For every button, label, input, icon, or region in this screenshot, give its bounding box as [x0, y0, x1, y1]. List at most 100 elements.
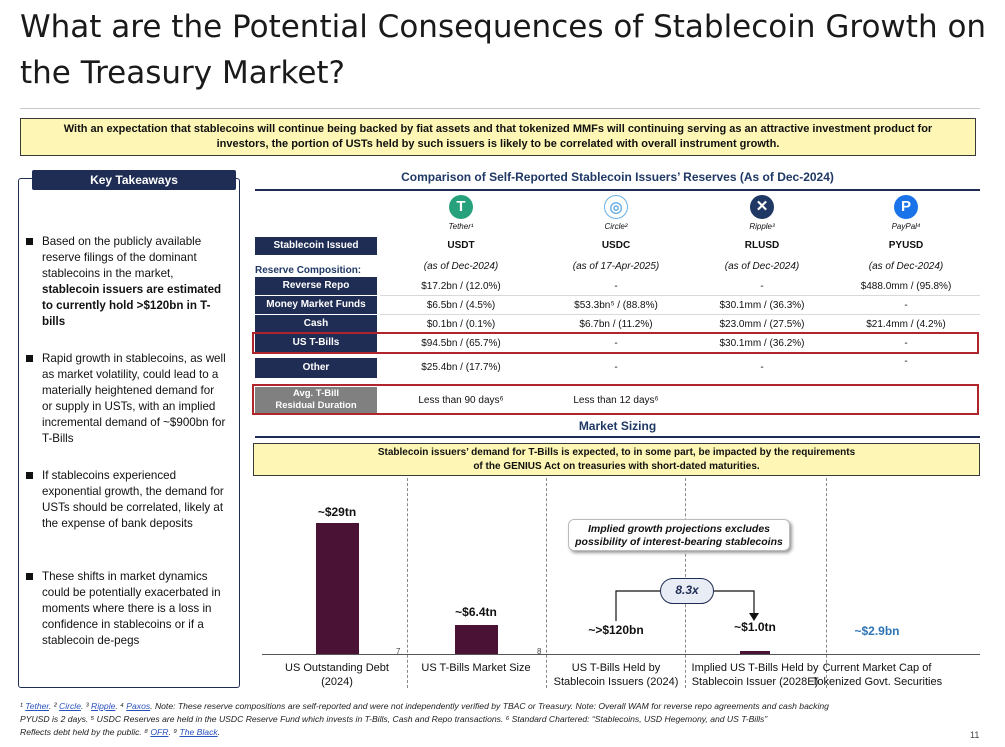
- issuer-ripple: Ripple³: [749, 222, 775, 231]
- x-label-line: (2024): [321, 676, 353, 688]
- ripple-logo-icon: ✕: [750, 195, 774, 219]
- bracket-line: [615, 590, 755, 621]
- cell-cash-rlusd: $23.0mm / (27.5%): [719, 319, 805, 330]
- section-divider: [546, 478, 547, 688]
- row-label-money-market-funds: Money Market Funds: [255, 296, 377, 314]
- bar-value-label: ~$6.4tn: [455, 605, 497, 620]
- footnotes: ¹ Tether. ² Circle. ³ Ripple. ⁴ Paxos. N…: [20, 700, 980, 739]
- coin-rlusd: RLUSD: [744, 240, 780, 251]
- coin-pyusd: PYUSD: [888, 240, 924, 251]
- section-divider: [826, 478, 827, 688]
- cell-other-usdc: -: [614, 362, 618, 373]
- growth-multiple-badge: 8.3x: [660, 578, 714, 604]
- summary-banner: With an expectation that stablecoins wil…: [20, 118, 976, 156]
- x-axis-category-label: Implied US T-Bills Held by Stablecoin Iss…: [685, 661, 825, 689]
- bar-value-label: ~$1.0tn: [734, 620, 776, 634]
- x-axis-category-label: US T-Bills Market Size: [406, 661, 546, 675]
- x-label-line: Stablecoin Issuer (2028E): [691, 676, 819, 688]
- cell-duration-usdt: Less than 90 days⁶: [418, 395, 504, 406]
- cell-cash-pyusd: $21.4mm / (4.2%): [866, 319, 946, 330]
- ref-ripple-link[interactable]: Ripple: [91, 701, 116, 711]
- bullet-square-icon: [26, 355, 33, 362]
- x-label-line: Stablecoin Issuers (2024): [553, 676, 679, 688]
- as-of-rlusd: (as of Dec-2024): [724, 261, 800, 272]
- takeaway-text: These shifts in market dynamics could be…: [42, 570, 221, 647]
- chart-baseline: [262, 654, 980, 655]
- footnote-line1: ¹ Tether. ² Circle. ³ Ripple. ⁴ Paxos. N…: [20, 701, 829, 711]
- cell-cash-usdc: $6.7bn / (11.2%): [579, 319, 653, 330]
- cell-reverse-repo-usdc: -: [614, 281, 618, 292]
- title-divider: [20, 108, 980, 109]
- market-sizing-divider: [255, 436, 980, 438]
- takeaway-bullet-4: These shifts in market dynamics could be…: [26, 569, 226, 649]
- market-sizing-banner: Stablecoin issuers’ demand for T-Bills i…: [253, 443, 980, 476]
- ref-tether-link[interactable]: Tether: [25, 701, 49, 711]
- circle-logo-icon: ◎: [604, 195, 628, 219]
- x-label-line: Current Market Cap of: [822, 662, 932, 674]
- duration-label-line2: Residual Duration: [275, 400, 357, 411]
- ref-ofr-link[interactable]: OFR: [150, 727, 169, 737]
- page-number: 11: [970, 730, 980, 740]
- x-axis-category-label: Current Market Cap of Tokenized Govt. Sec…: [807, 661, 947, 689]
- page-title: What are the Potential Consequences of S…: [20, 9, 987, 91]
- footnote-line2: PYUSD is 2 days. ⁵ USDC Reserves are hel…: [20, 714, 768, 724]
- market-sizing-banner-line1: Stablecoin issuers’ demand for T-Bills i…: [377, 447, 856, 458]
- row-label-us-t-bills: US T-Bills: [255, 334, 377, 352]
- cell-tbills-pyusd: -: [904, 338, 908, 349]
- cell-tbills-rlusd: $30.1mm / (36.2%): [719, 338, 805, 349]
- bullet-square-icon: [26, 472, 33, 479]
- cell-duration-usdc: Less than 12 days⁶: [573, 395, 659, 406]
- x-axis-category-label: US T-Bills Held by Stablecoin Issuers (20…: [546, 661, 686, 689]
- reserve-composition-label: Reserve Composition:: [255, 265, 362, 276]
- as-of-usdc: (as of 17-Apr-2025): [572, 261, 660, 272]
- key-takeaways-heading: Key Takeaways: [32, 170, 236, 190]
- takeaway-bullet-1: Based on the publicly available reserve …: [26, 234, 226, 330]
- cell-cash-usdt: $0.1bn / (0.1%): [426, 319, 496, 330]
- takeaway-bullet-3: If stablecoins experienced exponential g…: [26, 468, 226, 532]
- cell-other-rlusd: -: [760, 362, 764, 373]
- callout-line2: possibility of interest-bearing stableco…: [575, 536, 783, 548]
- footnote-line1-text: . Note: These reserve compositions are s…: [150, 701, 829, 711]
- cell-mmf-rlusd: $30.1mm / (36.3%): [719, 300, 805, 311]
- comparison-title: Comparison of Self-Reported Stablecoin I…: [401, 170, 834, 184]
- duration-highlight-box: [252, 384, 979, 415]
- ref-paxos-link[interactable]: Paxos: [126, 701, 151, 711]
- row-divider: [380, 314, 980, 315]
- as-of-usdt: (as of Dec-2024): [423, 261, 499, 272]
- growth-projection-callout: Implied growth projections excludes poss…: [568, 519, 790, 551]
- x-axis-category-label: US Outstanding Debt (2024): [267, 661, 407, 689]
- bar-value-label: ~$29tn: [317, 505, 357, 519]
- ref-the-block-link[interactable]: The Black: [179, 727, 218, 737]
- callout-line1: Implied growth projections excludes: [587, 523, 771, 535]
- takeaway-text: If stablecoins experienced exponential g…: [42, 469, 224, 530]
- x-label-line: Implied US T-Bills Held by: [691, 662, 819, 674]
- row-label-cash: Cash: [255, 315, 377, 333]
- takeaway-text: Rapid growth in stablecoins, as well as …: [42, 352, 226, 445]
- row-label-other: Other: [255, 358, 377, 378]
- cell-mmf-pyusd: -: [904, 300, 908, 311]
- cell-mmf-usdt: $6.5bn / (4.5%): [426, 300, 496, 311]
- row-label-avg-tbill-duration: Avg. T-Bill Residual Duration: [255, 387, 377, 413]
- market-sizing-title: Market Sizing: [578, 419, 657, 433]
- row-label-reverse-repo: Reverse Repo: [255, 277, 377, 295]
- footnote-line3: Reflects debt held by the public. ⁸ OFR.…: [20, 727, 221, 737]
- cell-mmf-usdc: $53.3bn⁵ / (88.8%): [574, 300, 658, 311]
- bullet-square-icon: [26, 238, 33, 245]
- x-label-line: US T-Bills Held by: [571, 662, 661, 674]
- coin-usdt: USDT: [447, 240, 475, 251]
- bar-value-label: ~$2.9bn: [854, 624, 900, 638]
- cell-tbills-usdt: $94.5bn / (65.7%): [421, 338, 501, 349]
- row-divider: [380, 295, 980, 296]
- coin-usdc: USDC: [601, 240, 631, 251]
- ref-circle-link[interactable]: Circle: [59, 701, 81, 711]
- issuer-paypal: PayPal⁴: [891, 222, 921, 231]
- cell-reverse-repo-pyusd: $488.0mm / (95.8%): [860, 281, 952, 292]
- cell-reverse-repo-rlusd: -: [760, 281, 764, 292]
- footnote-line3-text: Reflects debt held by the public. ⁸: [20, 727, 151, 737]
- bracket-arrow-icon: [749, 613, 759, 621]
- cell-tbills-usdc: -: [614, 338, 618, 349]
- comparison-divider: [255, 189, 980, 191]
- takeaway-text: Based on the publicly available reserve …: [42, 235, 202, 280]
- duration-label-line1: Avg. T-Bill: [292, 388, 340, 399]
- bar-value-label: ~>$120bn: [588, 623, 644, 637]
